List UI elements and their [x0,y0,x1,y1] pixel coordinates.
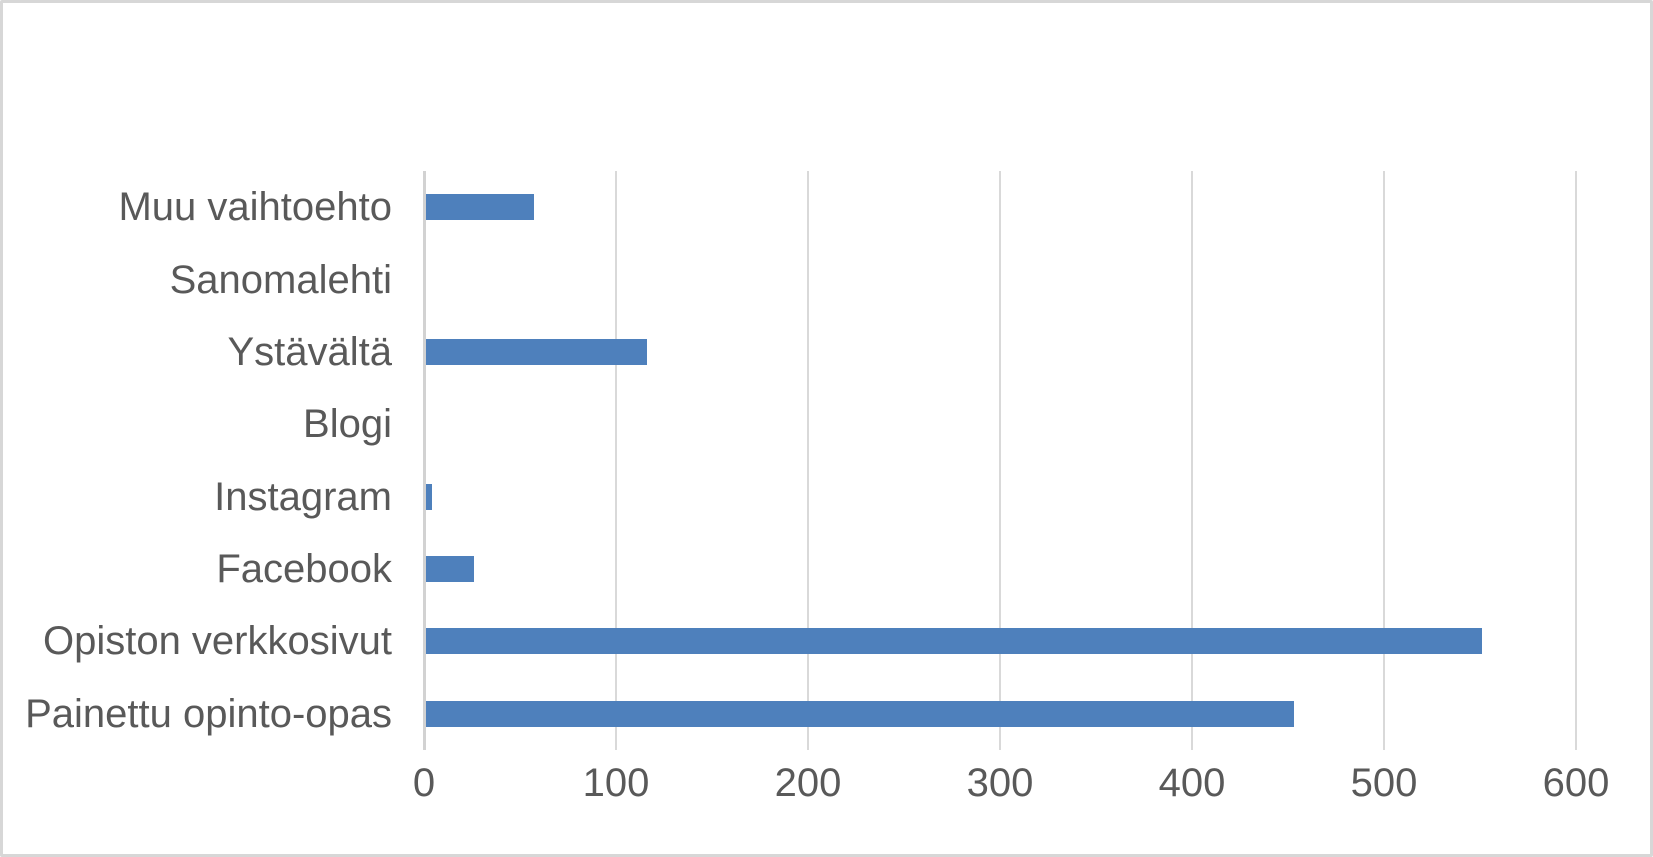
gridline-200 [807,171,809,750]
gridline-500 [1383,171,1385,750]
category-label-instagram: Instagram [214,474,392,519]
tick-label-500: 500 [1350,761,1418,805]
category-label-muu-vaihtoehto: Muu vaihtoehto [118,185,392,230]
tick-label-100: 100 [582,761,650,805]
bar-muu-vaihtoehto [426,194,534,221]
gridline-600 [1575,171,1577,750]
plot-area [423,171,1577,750]
gridline-400 [1191,171,1193,750]
tick-label-400: 400 [1158,761,1226,805]
gridline-100 [615,171,617,750]
bar-painettu-opinto-opas [426,700,1294,727]
category-label-blogi: Blogi [303,402,392,447]
category-label-sanomalehti: Sanomalehti [169,257,392,302]
tick-label-200: 200 [774,761,842,805]
tick-label-0: 0 [412,761,436,805]
tick-label-600: 600 [1542,761,1610,805]
category-label-yst-v-lt-: Ystävältä [227,329,392,374]
bar-instagram [426,483,432,510]
tick-label-300: 300 [966,761,1034,805]
category-label-painettu-opinto-opas: Painettu opinto-opas [25,691,392,736]
bar-opiston-verkkosivut [426,628,1482,655]
category-label-opiston-verkkosivut: Opiston verkkosivut [42,619,392,664]
category-label-facebook: Facebook [216,547,392,592]
bar-yst-v-lt- [426,338,647,365]
bar-facebook [426,556,474,583]
gridline-300 [999,171,1001,750]
category-axis-labels: Muu vaihtoehto Sanomalehti Ystävältä Blogi I… [3,171,392,750]
value-axis-line [423,171,426,750]
